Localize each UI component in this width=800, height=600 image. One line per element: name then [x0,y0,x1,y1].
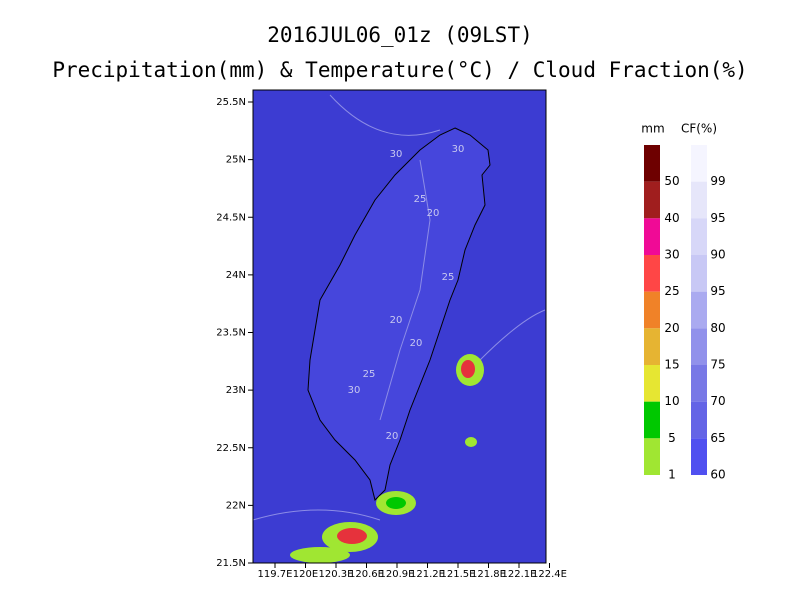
cloud-swatch [691,145,707,182]
precip-core [386,497,406,509]
lon-label: 119.7E [258,569,293,580]
precip-swatch [644,145,660,182]
precip-label: 20 [664,321,679,335]
precip-label: 10 [664,394,679,408]
precip-swatch [644,291,660,329]
precip-swatch [644,328,660,365]
precip-core [461,360,475,378]
contour-label: 20 [410,338,423,349]
temperature-contour [379,159,431,421]
cloud-swatch [691,438,707,475]
subtitle: Precipitation(mm) & Temperature(°C) / Cl… [52,58,747,82]
cloud-label: 90 [710,248,725,262]
lat-label: 22.5N [216,443,246,454]
cloud-label: 99 [710,174,725,188]
precip-label: 15 [664,358,679,372]
cloud-swatch [691,401,707,439]
lon-label: 120.6E [349,569,384,580]
lon-label: 121.8E [471,569,506,580]
precip-swatch [644,438,660,475]
lat-label: 25.5N [216,97,246,108]
lat-label: 24.5N [216,212,246,223]
cloud-label: 65 [710,431,725,445]
lat-label: 21.5N [216,558,246,569]
contour-label: 25 [414,194,427,205]
cloud-label: 75 [710,358,725,372]
contour-label: 20 [390,315,403,326]
cloud-swatch [691,328,707,365]
precip-swatch [644,218,660,255]
lon-label: 121.5E [441,569,476,580]
colorbar-title: CF(%) [681,122,717,136]
cloud-label: 80 [710,321,725,335]
contour-label: 30 [452,144,465,155]
taiwan-outline [307,127,491,501]
precip-area [290,547,350,563]
precip-label: 25 [664,284,679,298]
lon-label: 120.3E [319,569,354,580]
colorbar-title: mm [641,122,664,136]
lon-label: 122.1E [502,569,537,580]
contour-label: 20 [427,208,440,219]
precip-swatch [644,255,660,292]
lat-label: 25N [226,155,246,166]
precip-label: 5 [668,431,676,445]
lat-label: 24N [226,270,246,281]
precip-label: 30 [664,248,679,262]
cloud-label: 95 [710,284,725,298]
cloud-label: 95 [710,211,725,225]
cloud-swatch [691,291,707,329]
contour-label: 30 [390,149,403,160]
contour-label: 30 [348,385,361,396]
precip-label: 40 [664,211,679,225]
lon-label: 122.4E [532,569,567,580]
cloud-swatch [691,255,707,292]
precip-label: 1 [668,468,676,482]
temperature-contour [252,94,546,521]
cloud-label: 60 [710,468,725,482]
contour-label: 25 [363,369,376,380]
cloud-swatch [691,181,707,219]
precip-swatch [644,365,660,402]
map [252,89,547,564]
annotations: 25.5N 25N 24.5N 24N 23.5N 23N 22.5N 22N 21.5N 119… [216,97,725,580]
precip-area [465,437,477,447]
map-frame [252,89,547,564]
lon-label: 120E [293,569,318,580]
cloud-swatch [691,365,707,402]
precip-label: 50 [664,174,679,188]
lat-label: 22N [226,500,246,511]
title: 2016JUL06_01z (09LST) [267,23,533,47]
contour-label: 25 [442,272,455,283]
precip-swatch [644,181,660,219]
cloud-swatch [691,218,707,255]
precip-core [337,528,367,544]
contour-label: 20 [386,431,399,442]
precip-swatch [644,401,660,439]
lon-label: 121.2E [410,569,445,580]
cloud-label: 70 [710,394,725,408]
lat-label: 23N [226,385,246,396]
lat-label: 23.5N [216,328,246,339]
lon-label: 120.9E [380,569,415,580]
